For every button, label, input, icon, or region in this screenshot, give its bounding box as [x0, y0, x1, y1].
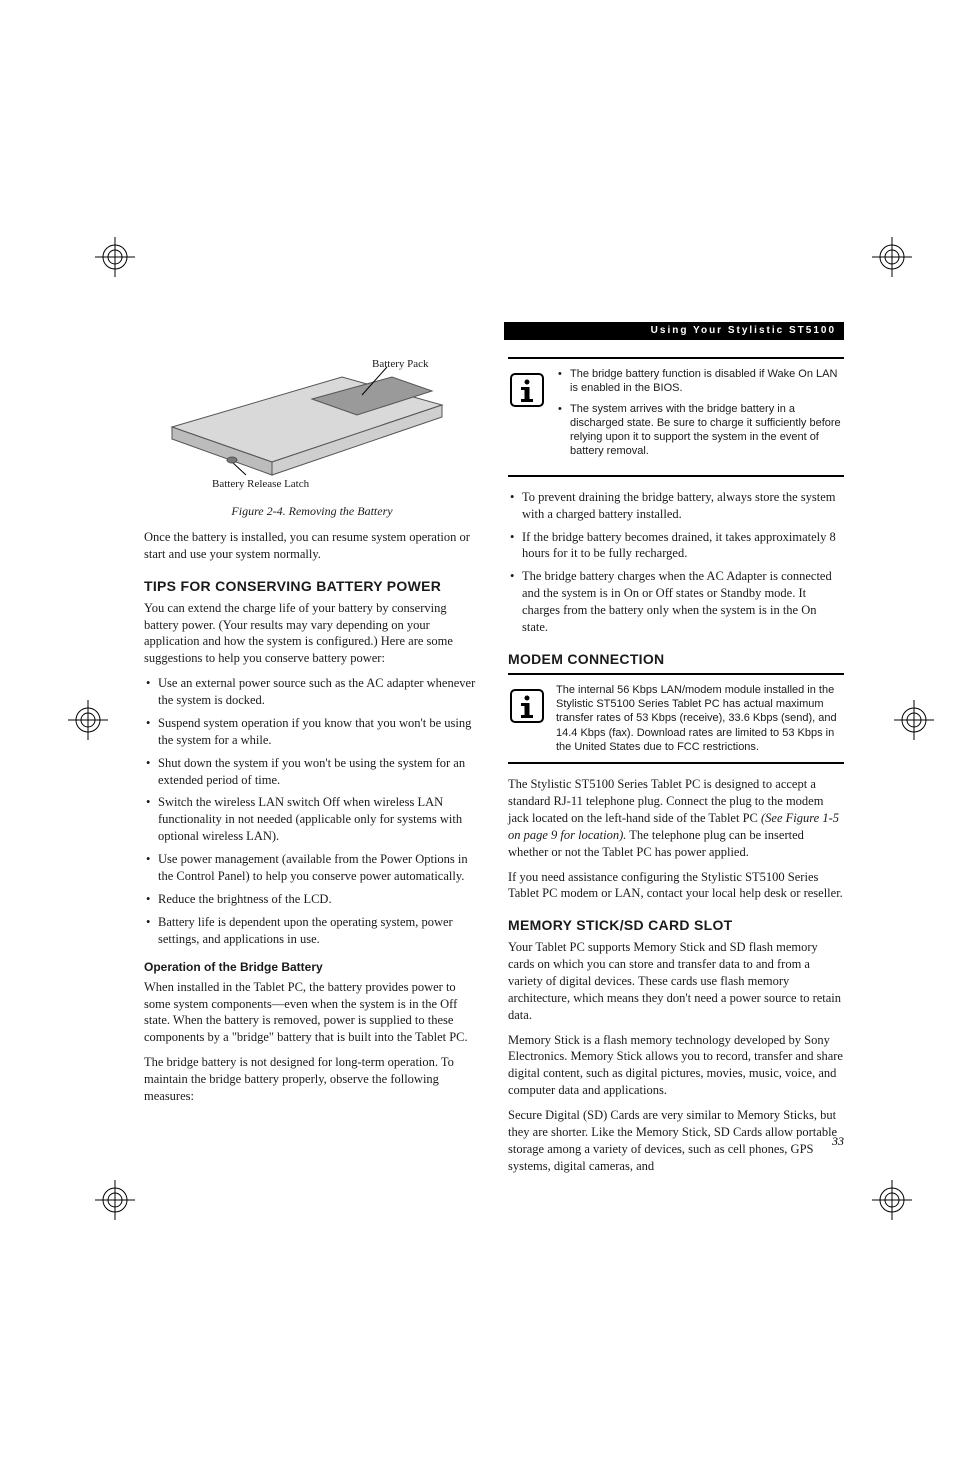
bridge-measures-list: To prevent draining the bridge battery, …: [508, 489, 844, 636]
heading-memory-stick: MEMORY STICK/SD CARD SLOT: [508, 916, 844, 935]
info-box-modem: The internal 56 Kbps LAN/modem module in…: [508, 673, 844, 764]
info-item: The system arrives with the bridge batte…: [556, 402, 842, 459]
crop-mark-mr: [894, 700, 922, 728]
modem-xref: (See Figure 1-5 on page 9 for location).: [508, 811, 839, 842]
memory-paragraph-3: Secure Digital (SD) Cards are very simil…: [508, 1107, 844, 1175]
tip-item: Battery life is dependent upon the opera…: [144, 914, 480, 948]
page-number: 33: [832, 1134, 844, 1149]
crop-mark-tl: [95, 237, 123, 265]
tip-item: Shut down the system if you won't be usi…: [144, 755, 480, 789]
memory-paragraph-2: Memory Stick is a flash memory technolog…: [508, 1032, 844, 1100]
page-header-bar: Using Your Stylistic ST5100: [504, 322, 844, 340]
tip-item: Use an external power source such as the…: [144, 675, 480, 709]
heading-tips-conserving: TIPS FOR CONSERVING BATTERY POWER: [144, 577, 480, 596]
measure-item: To prevent draining the bridge battery, …: [508, 489, 844, 523]
modem-paragraph-2: If you need assistance configuring the S…: [508, 869, 844, 903]
figure-label-battery-pack: Battery Pack: [372, 357, 429, 372]
measure-item: The bridge battery charges when the AC A…: [508, 568, 844, 636]
info-box-text: The bridge battery function is disabled …: [556, 367, 842, 467]
bridge-paragraph-2: The bridge battery is not designed for l…: [144, 1054, 480, 1105]
crop-mark-br: [872, 1180, 900, 1208]
crop-mark-ml: [68, 700, 96, 728]
measure-item: If the bridge battery becomes drained, i…: [508, 529, 844, 563]
figure-caption: Figure 2-4. Removing the Battery: [144, 503, 480, 519]
info-icon: [510, 367, 544, 407]
figure-label-release-latch: Battery Release Latch: [212, 477, 309, 492]
info-icon: [510, 683, 544, 723]
info-box-bridge: The bridge battery function is disabled …: [508, 357, 844, 477]
page-header-title: Using Your Stylistic ST5100: [651, 325, 836, 336]
right-column: The bridge battery function is disabled …: [508, 357, 844, 1183]
left-column: Battery Pack Battery Release Latch Figur…: [144, 357, 480, 1183]
paragraph-after-figure: Once the battery is installed, you can r…: [144, 529, 480, 563]
info-item: The bridge battery function is disabled …: [556, 367, 842, 396]
heading-bridge-battery: Operation of the Bridge Battery: [144, 959, 480, 975]
crop-mark-tr: [872, 237, 900, 265]
tip-item: Use power management (available from the…: [144, 851, 480, 885]
figure-battery: Battery Pack Battery Release Latch: [162, 357, 462, 497]
memory-paragraph-1: Your Tablet PC supports Memory Stick and…: [508, 939, 844, 1023]
tip-item: Reduce the brightness of the LCD.: [144, 891, 480, 908]
tips-intro: You can extend the charge life of your b…: [144, 600, 480, 668]
tip-item: Switch the wireless LAN switch Off when …: [144, 794, 480, 845]
crop-mark-bl: [95, 1180, 123, 1208]
tips-list: Use an external power source such as the…: [144, 675, 480, 947]
heading-modem-connection: MODEM CONNECTION: [508, 650, 844, 669]
tip-item: Suspend system operation if you know tha…: [144, 715, 480, 749]
modem-paragraph-1: The Stylistic ST5100 Series Tablet PC is…: [508, 776, 844, 860]
bridge-paragraph-1: When installed in the Tablet PC, the bat…: [144, 979, 480, 1047]
info-box-text: The internal 56 Kbps LAN/modem module in…: [556, 683, 842, 754]
page-content: Battery Pack Battery Release Latch Figur…: [144, 357, 844, 1183]
